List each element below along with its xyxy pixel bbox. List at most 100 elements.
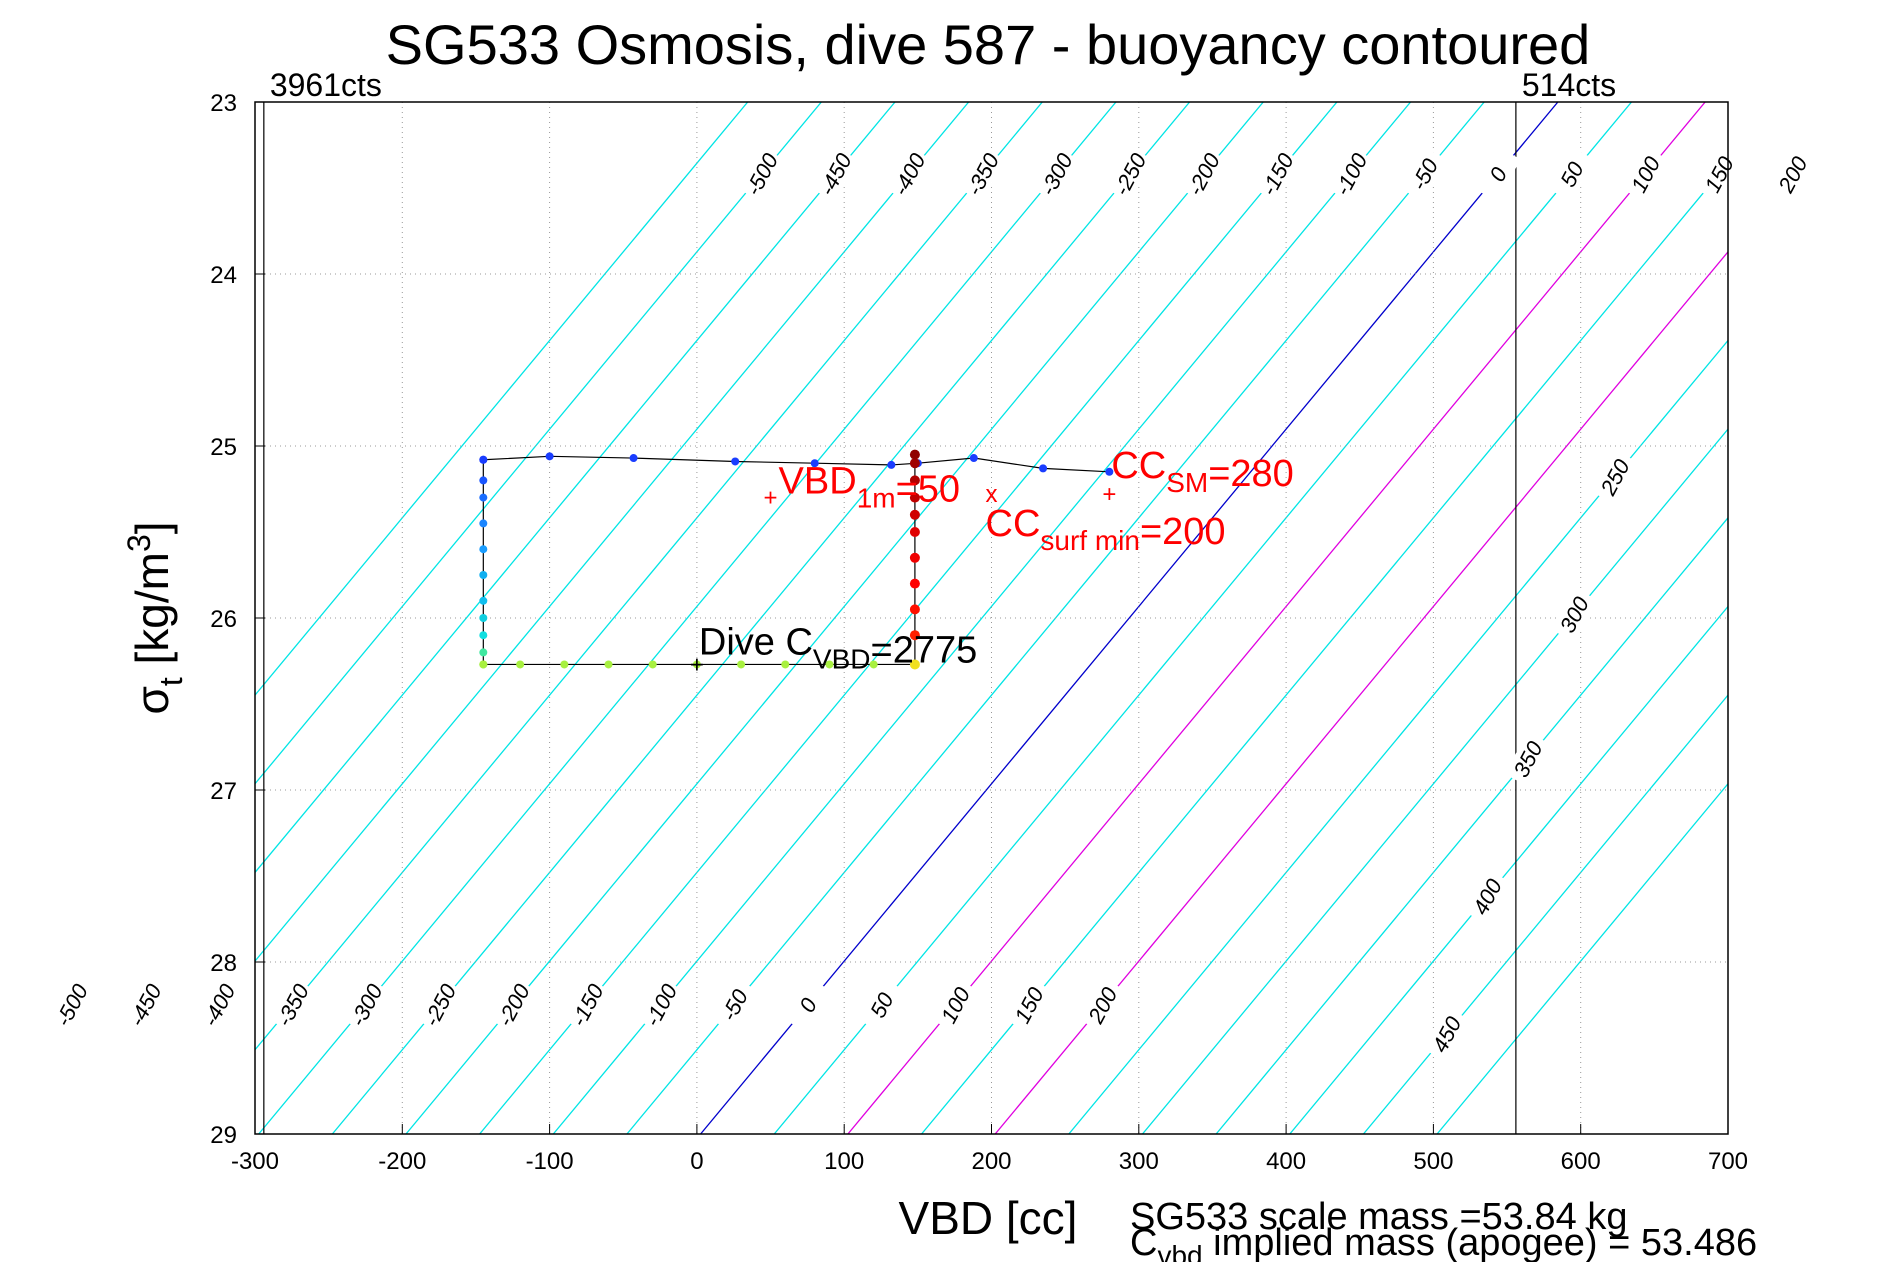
y-tick-label: 23 <box>210 90 237 117</box>
contour-line <box>255 102 1043 1051</box>
annotation-label: VBD1m=50 <box>779 461 961 514</box>
contour-line <box>552 102 1412 1134</box>
contour-label-bg <box>1254 146 1300 202</box>
contour-label-group: -500 <box>48 977 94 1033</box>
contour-label-bg <box>858 977 905 1033</box>
contour-label-bg <box>812 146 858 202</box>
footer-c-symbol: C <box>1130 1222 1157 1262</box>
contour-line <box>255 102 822 785</box>
grid-lines <box>254 101 1729 1135</box>
contour-label-group: 0 <box>784 977 831 1033</box>
x-axis-label: VBD [cc] <box>899 1192 1078 1244</box>
dive-point <box>909 578 920 589</box>
dive-point <box>781 660 790 669</box>
contour-label-bg <box>1551 587 1597 642</box>
contour-label-bg <box>711 977 757 1033</box>
x-tick-label: 400 <box>1266 1148 1306 1175</box>
y-tick-label: 26 <box>210 606 237 633</box>
dive-path-line <box>483 455 1110 473</box>
contour-label-group: 0 <box>1475 146 1521 202</box>
contour-label-bg <box>564 977 610 1033</box>
dive-point <box>909 552 920 563</box>
dive-point <box>516 660 525 669</box>
dive-point <box>479 631 488 640</box>
svg-text:σt [kg/m3]: σt [kg/m3] <box>121 521 189 714</box>
contour-line <box>255 102 749 697</box>
y-label-unit-exponent: 3 <box>121 534 157 552</box>
annotation-label: CCsurf min=200 <box>986 503 1226 556</box>
contour-label-bg <box>959 146 1006 202</box>
contour-label-bg <box>932 977 978 1033</box>
contour-label-bg <box>1696 146 1742 202</box>
contour-label-bg <box>1769 146 1816 202</box>
annotation-value: =200 <box>1140 511 1226 553</box>
contour-line <box>1141 428 1728 1134</box>
contour-line <box>1436 782 1728 1134</box>
footer-c-subscript: vbd <box>1157 1240 1202 1262</box>
dive-point <box>479 493 488 502</box>
dive-point <box>909 527 920 537</box>
contour-label-bg <box>1106 146 1153 202</box>
dive-point <box>479 476 488 485</box>
contour-label-group: 100 <box>1622 146 1668 202</box>
annotation-subscript: surf min <box>1040 525 1140 556</box>
y-label-symbol: σ <box>126 686 178 714</box>
y-label-subscript: t <box>153 677 189 686</box>
contour-label-bg <box>1475 146 1521 202</box>
annotation-label: CCSM=280 <box>1111 445 1293 498</box>
dive-point <box>1105 467 1114 476</box>
footer-implied-mass: Cvbd implied mass (apogee) = 53.486 <box>1130 1222 1757 1262</box>
footer-implied-text: implied mass (apogee) = 53.486 <box>1203 1222 1758 1262</box>
dive-point <box>909 604 920 615</box>
contour-label-bg <box>1548 146 1595 202</box>
y-tick-label: 24 <box>210 262 237 289</box>
contour-label-group: 100 <box>932 977 978 1033</box>
contour-label-bg <box>1423 1006 1470 1062</box>
contour-line <box>1289 605 1728 1134</box>
x-tick-label: 300 <box>1119 1148 1159 1175</box>
dive-point <box>909 449 920 460</box>
contour-label-bg <box>269 977 315 1033</box>
annotation-main: CC <box>986 503 1041 545</box>
contour-label-bg <box>195 977 242 1033</box>
contour-label-group: 200 <box>1769 146 1816 202</box>
dive-point <box>731 457 740 466</box>
contour-label-bg <box>1005 977 1052 1033</box>
annotation-main: Dive C <box>699 621 813 663</box>
x-marker: x <box>986 481 998 508</box>
contour-line <box>700 102 1559 1134</box>
dive-point <box>909 630 920 641</box>
dive-point <box>479 660 488 669</box>
contour-line <box>258 102 1117 1134</box>
x-tick-label: -200 <box>378 1148 426 1175</box>
contour-label-bg <box>1180 146 1227 202</box>
x-tick-label: 200 <box>971 1148 1011 1175</box>
count-reference-lines: 3961cts 514cts <box>263 67 1616 1134</box>
x-tick-label: -100 <box>526 1148 574 1175</box>
dive-point <box>810 459 819 468</box>
contour-label-bg <box>637 977 684 1033</box>
contour-line <box>255 102 896 874</box>
dive-point <box>869 660 878 669</box>
contour-label-bg <box>122 977 168 1033</box>
y-label-unit-close: ] <box>126 521 178 534</box>
contour-line <box>1068 339 1728 1134</box>
contour-line <box>1362 694 1728 1134</box>
y-axis-ticks: 23 24 25 26 27 28 29 <box>210 90 265 1149</box>
dive-point <box>479 614 488 622</box>
y-label-unit: [kg/m <box>126 552 178 677</box>
dive-path <box>479 449 1114 670</box>
contour-line <box>1215 516 1728 1134</box>
dive-point <box>909 659 920 670</box>
annotation-value: =50 <box>896 469 960 511</box>
contour-label-bg <box>1327 146 1374 202</box>
contour-label-bg <box>1464 869 1510 924</box>
y-tick-label: 27 <box>210 778 237 805</box>
dive-point <box>909 475 920 486</box>
plus-marker: + <box>764 485 778 512</box>
annotation-label: Dive CVBD=2775 <box>699 621 977 674</box>
dive-point <box>545 452 554 461</box>
contour-label-bg <box>343 977 389 1033</box>
